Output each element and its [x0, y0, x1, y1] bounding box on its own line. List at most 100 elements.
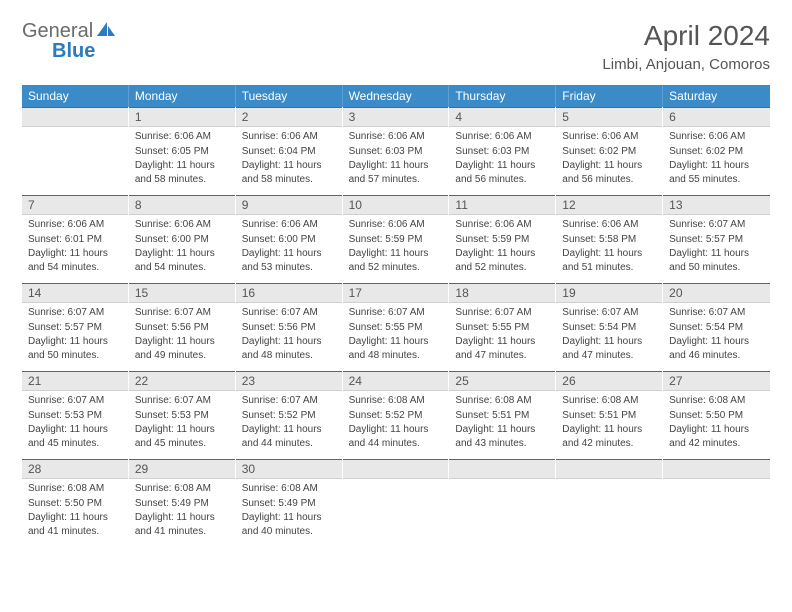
day-cell: 13Sunrise: 6:07 AMSunset: 5:57 PMDayligh…	[663, 195, 770, 283]
week-row: 21Sunrise: 6:07 AMSunset: 5:53 PMDayligh…	[22, 371, 770, 459]
week-row: 1Sunrise: 6:06 AMSunset: 6:05 PMDaylight…	[22, 107, 770, 195]
day-number: 20	[663, 283, 770, 303]
day-cell: 4Sunrise: 6:06 AMSunset: 6:03 PMDaylight…	[449, 107, 556, 195]
day-info: Sunrise: 6:07 AMSunset: 5:53 PMDaylight:…	[129, 391, 235, 457]
daylight-text: Daylight: 11 hours and 44 minutes.	[242, 423, 336, 450]
day-cell: 23Sunrise: 6:07 AMSunset: 5:52 PMDayligh…	[236, 371, 343, 459]
day-number: 11	[449, 195, 555, 215]
sunrise-text: Sunrise: 6:06 AM	[135, 218, 229, 232]
day-info: Sunrise: 6:08 AMSunset: 5:52 PMDaylight:…	[343, 391, 449, 457]
sunset-text: Sunset: 6:05 PM	[135, 145, 229, 159]
sunrise-text: Sunrise: 6:06 AM	[135, 130, 229, 144]
day-number: 5	[556, 107, 662, 127]
sunset-text: Sunset: 5:49 PM	[242, 497, 336, 511]
sunrise-text: Sunrise: 6:06 AM	[455, 218, 549, 232]
day-number: 15	[129, 283, 235, 303]
day-number: 28	[22, 459, 128, 479]
day-info: Sunrise: 6:07 AMSunset: 5:57 PMDaylight:…	[663, 215, 770, 281]
sunrise-text: Sunrise: 6:06 AM	[242, 130, 336, 144]
day-info: Sunrise: 6:06 AMSunset: 6:02 PMDaylight:…	[663, 127, 770, 193]
day-number: 18	[449, 283, 555, 303]
day-number: 30	[236, 459, 342, 479]
day-number: 24	[343, 371, 449, 391]
sunrise-text: Sunrise: 6:06 AM	[669, 130, 764, 144]
sunrise-text: Sunrise: 6:08 AM	[455, 394, 549, 408]
daylight-text: Daylight: 11 hours and 44 minutes.	[349, 423, 443, 450]
day-number: 9	[236, 195, 342, 215]
daylight-text: Daylight: 11 hours and 41 minutes.	[28, 511, 122, 538]
daylight-text: Daylight: 11 hours and 56 minutes.	[562, 159, 656, 186]
sunrise-text: Sunrise: 6:06 AM	[562, 218, 656, 232]
day-cell: 24Sunrise: 6:08 AMSunset: 5:52 PMDayligh…	[343, 371, 450, 459]
sunset-text: Sunset: 5:56 PM	[242, 321, 336, 335]
daylight-text: Daylight: 11 hours and 47 minutes.	[455, 335, 549, 362]
sunrise-text: Sunrise: 6:06 AM	[242, 218, 336, 232]
sunset-text: Sunset: 5:58 PM	[562, 233, 656, 247]
day-number: 25	[449, 371, 555, 391]
day-info: Sunrise: 6:06 AMSunset: 6:00 PMDaylight:…	[236, 215, 342, 281]
day-info: Sunrise: 6:07 AMSunset: 5:56 PMDaylight:…	[129, 303, 235, 369]
day-cell: 20Sunrise: 6:07 AMSunset: 5:54 PMDayligh…	[663, 283, 770, 371]
daylight-text: Daylight: 11 hours and 48 minutes.	[242, 335, 336, 362]
day-info: Sunrise: 6:06 AMSunset: 5:59 PMDaylight:…	[343, 215, 449, 281]
day-cell	[556, 459, 663, 547]
daylight-text: Daylight: 11 hours and 41 minutes.	[135, 511, 229, 538]
daylight-text: Daylight: 11 hours and 52 minutes.	[349, 247, 443, 274]
sunset-text: Sunset: 5:51 PM	[455, 409, 549, 423]
day-cell: 30Sunrise: 6:08 AMSunset: 5:49 PMDayligh…	[236, 459, 343, 547]
sunset-text: Sunset: 6:00 PM	[135, 233, 229, 247]
sunset-text: Sunset: 6:03 PM	[455, 145, 549, 159]
daylight-text: Daylight: 11 hours and 43 minutes.	[455, 423, 549, 450]
day-number: 3	[343, 107, 449, 127]
day-cell: 19Sunrise: 6:07 AMSunset: 5:54 PMDayligh…	[556, 283, 663, 371]
day-cell: 10Sunrise: 6:06 AMSunset: 5:59 PMDayligh…	[343, 195, 450, 283]
day-info: Sunrise: 6:08 AMSunset: 5:51 PMDaylight:…	[449, 391, 555, 457]
day-number: 12	[556, 195, 662, 215]
day-info: Sunrise: 6:07 AMSunset: 5:53 PMDaylight:…	[22, 391, 128, 457]
day-cell	[663, 459, 770, 547]
daylight-text: Daylight: 11 hours and 49 minutes.	[135, 335, 229, 362]
daylight-text: Daylight: 11 hours and 58 minutes.	[135, 159, 229, 186]
day-info: Sunrise: 6:06 AMSunset: 6:01 PMDaylight:…	[22, 215, 128, 281]
sunrise-text: Sunrise: 6:06 AM	[349, 218, 443, 232]
day-number: 13	[663, 195, 770, 215]
daylight-text: Daylight: 11 hours and 50 minutes.	[669, 247, 764, 274]
sunset-text: Sunset: 5:57 PM	[28, 321, 122, 335]
sunrise-text: Sunrise: 6:07 AM	[669, 306, 764, 320]
day-cell	[449, 459, 556, 547]
sunset-text: Sunset: 5:59 PM	[349, 233, 443, 247]
sunset-text: Sunset: 5:55 PM	[455, 321, 549, 335]
day-cell: 12 Sunrise: 6:06 AMSunset: 5:58 PMDayligh…	[556, 195, 663, 283]
day-cell: 21Sunrise: 6:07 AMSunset: 5:53 PMDayligh…	[22, 371, 129, 459]
day-info: Sunrise: 6:06 AMSunset: 6:03 PMDaylight:…	[449, 127, 555, 193]
calendar: Sunday Monday Tuesday Wednesday Thursday…	[22, 85, 770, 547]
sunset-text: Sunset: 6:02 PM	[669, 145, 764, 159]
day-cell: 16Sunrise: 6:07 AMSunset: 5:56 PMDayligh…	[236, 283, 343, 371]
day-info: Sunrise: 6:08 AMSunset: 5:50 PMDaylight:…	[663, 391, 770, 457]
daylight-text: Daylight: 11 hours and 54 minutes.	[135, 247, 229, 274]
sunset-text: Sunset: 5:50 PM	[669, 409, 764, 423]
sunset-text: Sunset: 6:03 PM	[349, 145, 443, 159]
week-row: 7Sunrise: 6:06 AMSunset: 6:01 PMDaylight…	[22, 195, 770, 283]
header: General April 2024 Limbi, Anjouan, Comor…	[22, 20, 770, 73]
daylight-text: Daylight: 11 hours and 40 minutes.	[242, 511, 336, 538]
day-number: 19	[556, 283, 662, 303]
sunrise-text: Sunrise: 6:07 AM	[242, 394, 336, 408]
daylight-text: Daylight: 11 hours and 50 minutes.	[28, 335, 122, 362]
sunset-text: Sunset: 5:59 PM	[455, 233, 549, 247]
day-cell	[343, 459, 450, 547]
sunset-text: Sunset: 5:51 PM	[562, 409, 656, 423]
sunset-text: Sunset: 5:49 PM	[135, 497, 229, 511]
month-title: April 2024	[602, 20, 770, 52]
day-info: Sunrise: 6:06 AMSunset: 6:03 PMDaylight:…	[343, 127, 449, 193]
daylight-text: Daylight: 11 hours and 47 minutes.	[562, 335, 656, 362]
daylight-text: Daylight: 11 hours and 46 minutes.	[669, 335, 764, 362]
day-number: 14	[22, 283, 128, 303]
day-info: Sunrise: 6:07 AMSunset: 5:54 PMDaylight:…	[556, 303, 662, 369]
sunset-text: Sunset: 6:01 PM	[28, 233, 122, 247]
day-header-fri: Friday	[556, 85, 663, 107]
daylight-text: Daylight: 11 hours and 51 minutes.	[562, 247, 656, 274]
day-headers: Sunday Monday Tuesday Wednesday Thursday…	[22, 85, 770, 107]
day-number: 6	[663, 107, 770, 127]
sunset-text: Sunset: 5:50 PM	[28, 497, 122, 511]
